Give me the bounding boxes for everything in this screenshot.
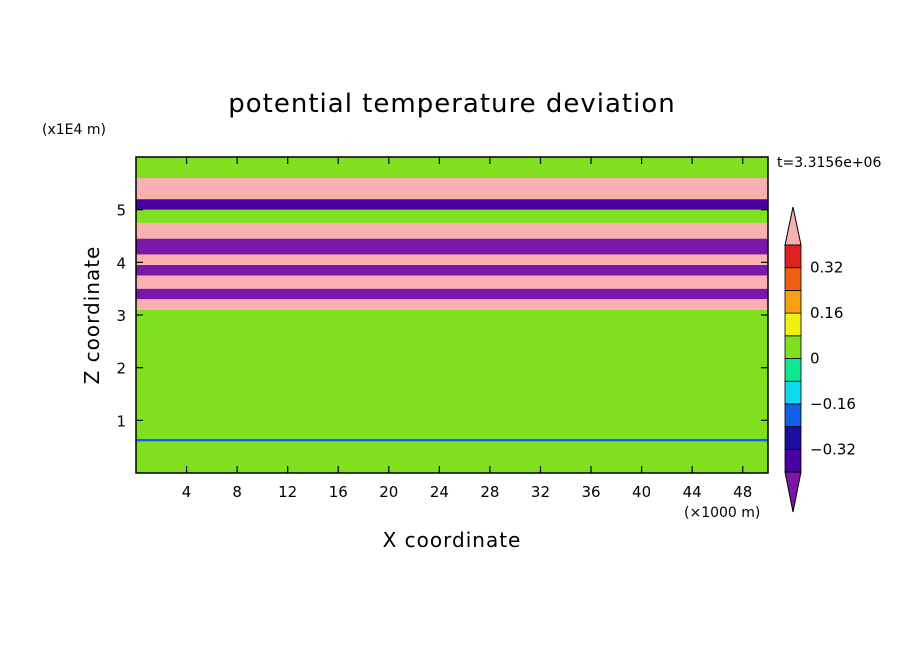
x-tick-label: 24: [430, 483, 449, 501]
heatmap-band: [136, 394, 768, 439]
heatmap-band: [136, 288, 768, 300]
colorbar-tick-label: 0.32: [810, 259, 843, 277]
x-axis-label: X coordinate: [383, 528, 522, 552]
colorbar-swatch: [784, 312, 802, 337]
x-tick-label: 8: [232, 483, 242, 501]
heatmap-band: [136, 299, 768, 310]
heatmap-band: [136, 254, 768, 265]
heatmap-band: [136, 178, 768, 200]
colorbar-tick-label: 0.16: [810, 304, 843, 322]
x-tick-label: 32: [531, 483, 550, 501]
x-tick-label: 44: [683, 483, 702, 501]
y-axis-label: Z coordinate: [80, 246, 104, 385]
colorbar-swatch: [784, 267, 802, 291]
colorbar-swatch: [784, 289, 802, 314]
heatmap-band: [136, 309, 768, 337]
x-tick-label: 20: [379, 483, 398, 501]
heatmap-band: [136, 438, 768, 442]
x-tick-label: 48: [733, 483, 752, 501]
y-axis: 1 2 3 4 5: [116, 202, 768, 430]
heatmap-band: [136, 264, 768, 276]
x-axis: 4 8 12 16 20 24 28 32 36 40 44 48: [182, 157, 752, 501]
heatmap-band: [136, 209, 768, 223]
colorbar-swatch: [784, 335, 802, 359]
y-tick-label: 3: [116, 307, 126, 325]
chart-title: potential temperature deviation: [228, 89, 675, 119]
y-axis-unit: (x1E4 m): [42, 122, 106, 138]
x-axis-unit: (×1000 m): [684, 505, 760, 521]
colorbar: −0.32 −0.16 0 0.16 0.32: [784, 206, 856, 513]
colorbar-extend-min: [784, 471, 802, 513]
colorbar-swatch: [784, 244, 802, 269]
colorbar-swatch: [784, 426, 802, 450]
colorbar-extend-max: [784, 206, 802, 246]
heatmap-band: [136, 238, 768, 255]
x-tick-label: 4: [182, 483, 192, 501]
heatmap-band: [136, 441, 768, 473]
colorbar-swatch: [784, 358, 802, 382]
colorbar-swatch: [784, 448, 802, 473]
colorbar-tick-label: −0.16: [810, 395, 856, 413]
heatmap-band: [136, 336, 768, 394]
heatmap-band: [136, 199, 768, 210]
colorbar-swatch: [784, 403, 802, 427]
y-tick-label: 5: [116, 202, 126, 220]
colorbar-swatch: [784, 380, 802, 405]
colorbar-tick-label: 0: [810, 350, 820, 368]
x-tick-label: 40: [632, 483, 651, 501]
time-label: t=3.3156e+06: [777, 155, 881, 171]
x-tick-label: 12: [278, 483, 297, 501]
heatmap-band: [136, 275, 768, 289]
x-tick-label: 28: [480, 483, 499, 501]
heatmap-band: [136, 157, 768, 179]
colorbar-tick-label: −0.32: [810, 440, 856, 458]
y-tick-label: 2: [116, 360, 126, 378]
y-tick-label: 1: [116, 412, 126, 430]
plot-area: [136, 157, 768, 473]
y-tick-label: 4: [116, 254, 126, 272]
heatmap-band: [136, 222, 768, 239]
x-tick-label: 36: [581, 483, 600, 501]
x-tick-label: 16: [329, 483, 348, 501]
